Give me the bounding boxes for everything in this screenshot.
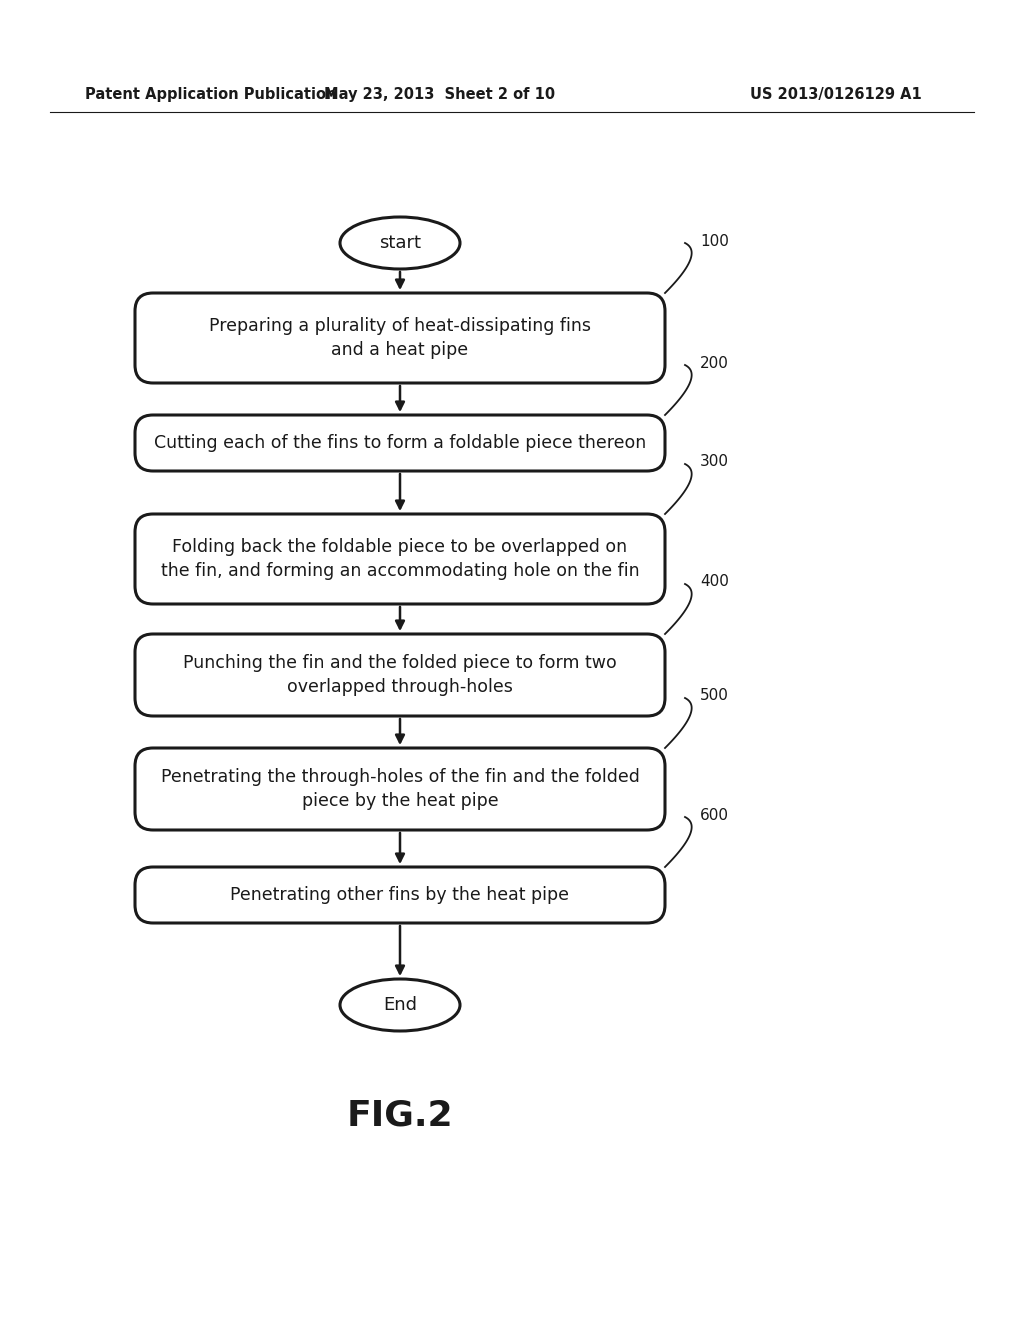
Text: Patent Application Publication: Patent Application Publication bbox=[85, 87, 337, 103]
Text: start: start bbox=[379, 234, 421, 252]
Text: 600: 600 bbox=[700, 808, 729, 822]
Text: US 2013/0126129 A1: US 2013/0126129 A1 bbox=[750, 87, 922, 103]
Text: Preparing a plurality of heat-dissipating fins
and a heat pipe: Preparing a plurality of heat-dissipatin… bbox=[209, 317, 591, 359]
Text: End: End bbox=[383, 997, 417, 1014]
Ellipse shape bbox=[340, 979, 460, 1031]
Text: Punching the fin and the folded piece to form two
overlapped through-holes: Punching the fin and the folded piece to… bbox=[183, 653, 616, 696]
Text: Cutting each of the fins to form a foldable piece thereon: Cutting each of the fins to form a folda… bbox=[154, 434, 646, 451]
Text: 300: 300 bbox=[700, 454, 729, 470]
Text: FIG.2: FIG.2 bbox=[347, 1098, 454, 1133]
FancyBboxPatch shape bbox=[135, 414, 665, 471]
Text: Folding back the foldable piece to be overlapped on
the fin, and forming an acco: Folding back the foldable piece to be ov… bbox=[161, 537, 639, 581]
Text: May 23, 2013  Sheet 2 of 10: May 23, 2013 Sheet 2 of 10 bbox=[325, 87, 556, 103]
FancyBboxPatch shape bbox=[135, 634, 665, 715]
Text: Penetrating the through-holes of the fin and the folded
piece by the heat pipe: Penetrating the through-holes of the fin… bbox=[161, 768, 639, 810]
Ellipse shape bbox=[340, 216, 460, 269]
FancyBboxPatch shape bbox=[135, 748, 665, 830]
Text: 200: 200 bbox=[700, 355, 729, 371]
FancyBboxPatch shape bbox=[135, 867, 665, 923]
Text: Penetrating other fins by the heat pipe: Penetrating other fins by the heat pipe bbox=[230, 886, 569, 904]
FancyBboxPatch shape bbox=[135, 513, 665, 605]
Text: 400: 400 bbox=[700, 574, 729, 590]
FancyBboxPatch shape bbox=[135, 293, 665, 383]
Text: 500: 500 bbox=[700, 689, 729, 704]
Text: 100: 100 bbox=[700, 234, 729, 248]
